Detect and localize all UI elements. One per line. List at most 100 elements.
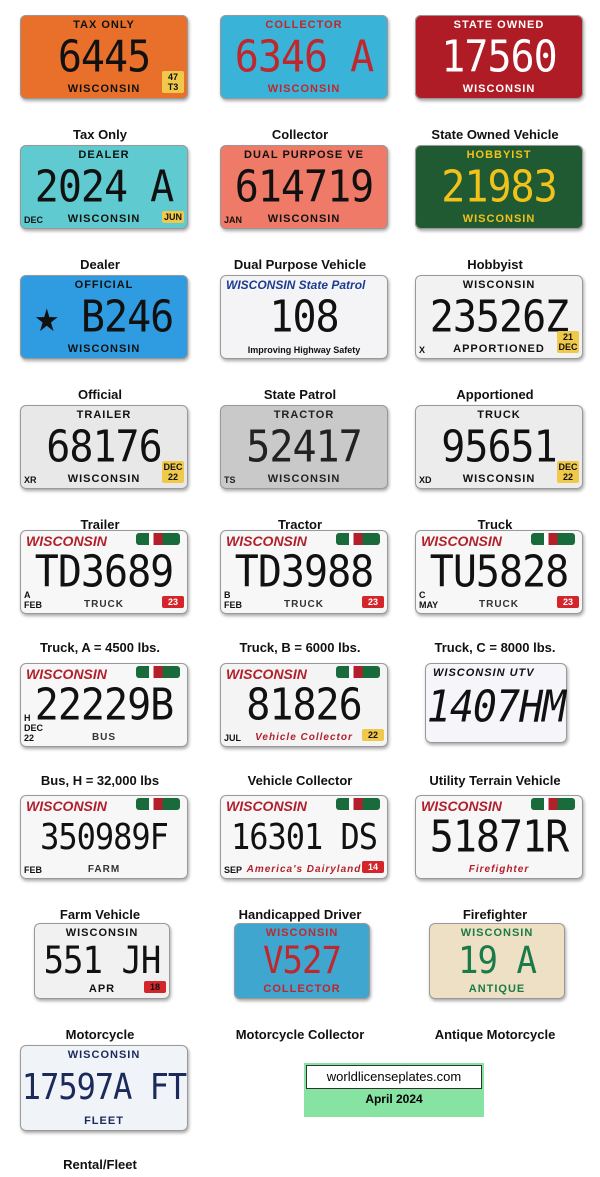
plate-header: WISCONSIN [460, 927, 534, 939]
plate-number: 2024 A [34, 161, 175, 213]
plate-header: DEALER [78, 149, 130, 161]
plate-number: 68176 [46, 421, 162, 473]
left-tag: H DEC 22 [24, 713, 44, 743]
scenic-graphic [336, 533, 380, 545]
license-plate-image: WISCONSIN UTV 1407HM [425, 663, 567, 743]
site-badge[interactable]: worldlicenseplates.com April 2024 [304, 1063, 484, 1117]
plate-header: WISCONSIN [226, 666, 307, 682]
plate-footer: WISCONSIN [67, 343, 141, 355]
plate-header: DUAL PURPOSE VE [244, 149, 364, 161]
plate-card: STATE OWNED 17560 WISCONSIN State Owned Veh… [395, 15, 595, 147]
plate-number: 95651 [441, 421, 557, 473]
plate-header: TAX ONLY [73, 19, 135, 31]
plate-card: WISCONSIN 22229B BUS H DEC 22 Bus, H = 32,00… [0, 663, 200, 793]
plate-footer: America's Dairyland [246, 864, 362, 875]
plate-caption: Antique Motorcycle [434, 1027, 556, 1042]
plate-footer: WISCONSIN [462, 213, 536, 225]
scenic-graphic [136, 666, 180, 678]
plate-header: WISCONSIN [226, 798, 307, 814]
plate-footer: WISCONSIN [267, 83, 341, 95]
plate-card: OFFICIAL ★ B246 WISCONSIN Official [0, 275, 200, 407]
left-tag: C MAY [419, 590, 439, 610]
left-tag: B FEB [224, 590, 242, 610]
license-plate-image: DUAL PURPOSE VE 614719 WISCONSIN JAN [220, 145, 388, 229]
plate-number: 23526Z [429, 291, 570, 343]
plate-caption: Truck, A = 4500 lbs. [39, 640, 161, 655]
plate-card: TRAILER 68176 WISCONSIN XR DEC 22 Trailer [0, 405, 200, 537]
plate-number: 551 JH [43, 939, 162, 983]
plate-caption: Official [77, 387, 123, 402]
license-plate-image: WISCONSIN 81826 Vehicle Collector JUL 22 [220, 663, 388, 747]
plate-header: OFFICIAL [74, 279, 134, 291]
plate-header: TRACTOR [273, 409, 335, 421]
plate-footer: TRUCK [284, 599, 324, 610]
license-plate-image: COLLECTOR 6346 A WISCONSIN [220, 15, 388, 99]
plate-header: WISCONSIN [67, 1049, 141, 1061]
license-plate-image: WISCONSIN 16301 DS America's Dairyland SEP 1… [220, 795, 388, 879]
plate-caption: Farm Vehicle [59, 907, 141, 922]
plate-header: WISCONSIN [26, 666, 107, 682]
plate-card: WISCONSIN 350989F FARM FEB Farm Vehicle [0, 795, 200, 927]
plate-header: WISCONSIN [421, 798, 502, 814]
plate-card: DEALER 2024 A WISCONSIN DEC JUN Dealer [0, 145, 200, 277]
license-plate-image: TRACTOR 52417 WISCONSIN TS [220, 405, 388, 489]
registration-sticker: 18 [144, 981, 166, 993]
license-plate-image: WISCONSIN 22229B BUS H DEC 22 [20, 663, 188, 747]
left-tag: TS [224, 475, 236, 485]
left-tag: JUL [224, 733, 242, 743]
plate-footer: Improving Highway Safety [247, 345, 361, 355]
plate-card: WISCONSIN UTV 1407HM Utility Terrain Vehic… [395, 663, 595, 793]
plate-number: 108 [269, 291, 339, 343]
plate-footer: TRUCK [479, 599, 519, 610]
plate-number: 17560 [441, 31, 557, 83]
plate-header: WISCONSIN [226, 533, 307, 549]
scenic-graphic [531, 798, 575, 810]
plate-caption: State Owned Vehicle [431, 127, 559, 142]
plate-header: WISCONSIN [265, 927, 339, 939]
plate-card: WISCONSIN State Patrol 108 Improving Highw… [200, 275, 400, 407]
plate-card: WISCONSIN 551 JH APR 18 Motorcycle [0, 923, 200, 1047]
plate-footer: BUS [91, 732, 117, 743]
plate-number: 81826 [246, 679, 362, 731]
plate-caption: Collector [271, 127, 329, 142]
registration-sticker: 22 [362, 729, 384, 741]
plate-header: STATE OWNED [453, 19, 545, 31]
registration-sticker: DEC 22 [557, 461, 579, 483]
left-tag: XR [24, 475, 37, 485]
plate-caption: State Patrol [263, 387, 337, 402]
registration-sticker: JUN [162, 211, 184, 223]
plate-header: WISCONSIN [26, 533, 107, 549]
registration-sticker: 47 T3 [162, 71, 184, 93]
plate-card: WISCONSIN TD3988 TRUCK B FEB 23 Truck, B = 60… [200, 530, 400, 660]
registration-sticker: 23 [162, 596, 184, 608]
registration-sticker: 14 [362, 861, 384, 873]
license-plate-image: STATE OWNED 17560 WISCONSIN [415, 15, 583, 99]
plate-number: TU5828 [429, 546, 570, 598]
plate-caption: Vehicle Collector [247, 773, 353, 788]
license-plate-image: TRAILER 68176 WISCONSIN XR DEC 22 [20, 405, 188, 489]
plate-footer: WISCONSIN [267, 213, 341, 225]
license-plate-image: WISCONSIN TD3689 TRUCK A FEB 23 [20, 530, 188, 614]
plate-caption: Truck, B = 6000 lbs. [239, 640, 361, 655]
plate-caption: Rental/Fleet [63, 1157, 137, 1172]
license-plate-image: WISCONSIN 51871R Firefighter [415, 795, 583, 879]
license-plate-image: TAX ONLY 6445 WISCONSIN 47 T3 [20, 15, 188, 99]
plate-caption: Tax Only [73, 127, 127, 142]
plate-caption: Trailer [80, 517, 120, 532]
license-plate-image: WISCONSIN State Patrol 108 Improving Highw… [220, 275, 388, 359]
plate-header: HOBBYIST [466, 149, 532, 161]
scenic-graphic [136, 798, 180, 810]
site-url[interactable]: worldlicenseplates.com [306, 1065, 482, 1089]
plate-footer: WISCONSIN [462, 473, 536, 485]
left-tag: X [419, 345, 426, 355]
license-plate-image: TRUCK 95651 WISCONSIN XD DEC 22 [415, 405, 583, 489]
plate-header: WISCONSIN [462, 279, 536, 291]
plate-card: WISCONSIN 17597A FT FLEET Rental/Fleet [0, 1045, 200, 1177]
plate-card: HOBBYIST 21983 WISCONSIN Hobbyist [395, 145, 595, 277]
license-plate-image: WISCONSIN V527 COLLECTOR [234, 923, 370, 999]
license-plate-image: WISCONSIN 551 JH APR 18 [34, 923, 170, 999]
plate-footer: APPORTIONED [453, 343, 545, 355]
plate-number: 51871R [429, 811, 570, 863]
plate-caption: Motorcycle Collector [235, 1027, 365, 1042]
plate-card: WISCONSIN V527 COLLECTOR Motorcycle Collect… [200, 923, 400, 1047]
